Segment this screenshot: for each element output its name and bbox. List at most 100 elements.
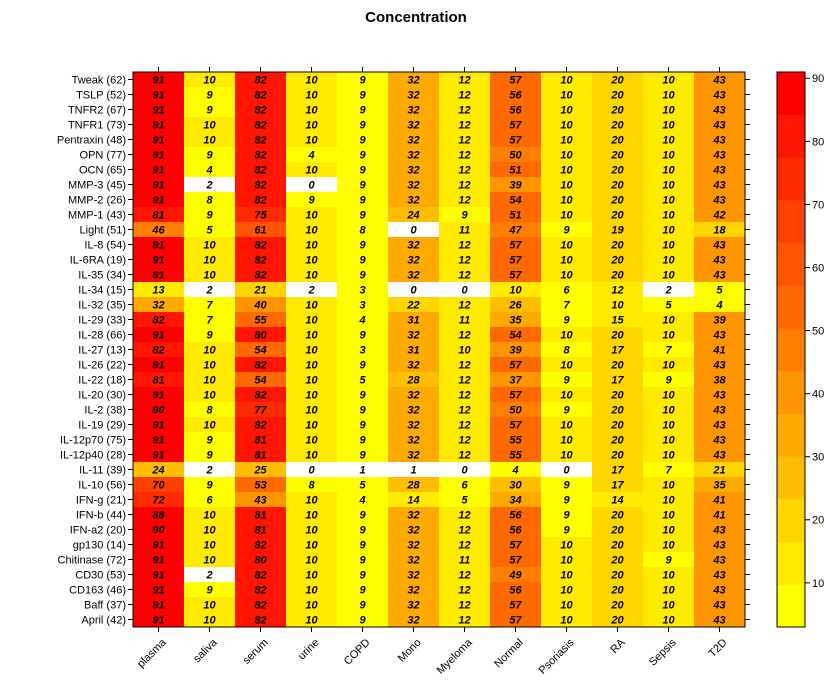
heatmap-cell xyxy=(388,207,440,223)
cell-label: 12 xyxy=(458,134,470,146)
heatmap-cell xyxy=(643,252,695,268)
cell-label: 10 xyxy=(305,569,318,581)
heatmap-cell xyxy=(541,447,593,463)
heatmap-cell xyxy=(286,312,338,328)
cell-label: 0 xyxy=(563,464,570,476)
cell-label: 20 xyxy=(610,614,624,626)
heatmap-cell xyxy=(592,567,644,583)
heatmap-cell xyxy=(643,402,695,418)
cell-label: 10 xyxy=(305,74,318,86)
row-label: IL-10 (56) xyxy=(78,479,126,491)
heatmap-cell xyxy=(439,357,491,373)
cell-label: 15 xyxy=(611,314,624,326)
cell-label: 81 xyxy=(152,209,164,221)
cell-label: 57 xyxy=(509,119,522,131)
heatmap-cell xyxy=(694,522,746,538)
cell-label: 10 xyxy=(305,554,318,566)
cell-label: 91 xyxy=(152,449,164,461)
heatmap-cell xyxy=(439,297,491,313)
cell-label: 82 xyxy=(254,419,266,431)
cell-label: 32 xyxy=(407,554,419,566)
heatmap-cell xyxy=(694,117,746,133)
cell-label: 32 xyxy=(407,419,419,431)
heatmap-cell xyxy=(235,267,287,283)
heatmap-cell xyxy=(643,417,695,433)
row-label: Pentraxin (48) xyxy=(57,134,126,146)
cell-label: 24 xyxy=(151,464,164,476)
heatmap-cell xyxy=(490,537,542,553)
heatmap-cell xyxy=(184,477,236,493)
cell-label: 20 xyxy=(610,449,624,461)
cell-label: 32 xyxy=(407,269,419,281)
cell-label: 10 xyxy=(662,149,675,161)
heatmap-cell xyxy=(643,372,695,388)
heatmap-cell xyxy=(286,192,338,208)
cell-label: 50 xyxy=(509,149,522,161)
cell-label: 3 xyxy=(359,299,365,311)
cell-label: 10 xyxy=(662,179,675,191)
heatmap-cell xyxy=(694,612,746,628)
heatmap-cell xyxy=(286,567,338,583)
cell-label: 32 xyxy=(407,74,419,86)
heatmap-cell xyxy=(592,267,644,283)
cell-label: 20 xyxy=(610,569,624,581)
cell-label: 9 xyxy=(308,194,315,206)
column-label: urine xyxy=(296,637,322,663)
cell-label: 4 xyxy=(715,299,722,311)
heatmap-cell xyxy=(541,72,593,88)
heatmap-cell xyxy=(592,357,644,373)
cell-label: 28 xyxy=(406,479,420,491)
cell-label: 50 xyxy=(509,404,522,416)
cell-label: 10 xyxy=(662,254,675,266)
heatmap-cell xyxy=(592,522,644,538)
cell-label: 20 xyxy=(610,134,624,146)
cell-label: 57 xyxy=(509,539,522,551)
heatmap-cell xyxy=(541,432,593,448)
heatmap-cell xyxy=(133,387,185,403)
heatmap-cell xyxy=(286,507,338,523)
heatmap-cell xyxy=(235,87,287,103)
row-label: IFN-a2 (20) xyxy=(70,524,126,536)
cell-label: 49 xyxy=(508,569,522,581)
row-label: CD163 (46) xyxy=(69,584,126,596)
heatmap-cell xyxy=(643,117,695,133)
cell-label: 91 xyxy=(152,539,164,551)
heatmap-cell xyxy=(694,492,746,508)
heatmap-cell xyxy=(337,192,389,208)
heatmap-cell xyxy=(388,492,440,508)
heatmap-cell xyxy=(643,267,695,283)
cell-label: 6 xyxy=(206,494,213,506)
cell-label: 10 xyxy=(662,314,675,326)
cell-label: 9 xyxy=(359,269,366,281)
cell-label: 9 xyxy=(359,524,366,536)
heatmap-cell xyxy=(439,282,491,298)
heatmap-cell xyxy=(133,147,185,163)
heatmap-cell xyxy=(439,567,491,583)
heatmap-cell xyxy=(388,192,440,208)
cell-label: 82 xyxy=(254,359,266,371)
heatmap-cell xyxy=(235,477,287,493)
colorbar-band xyxy=(777,285,805,329)
heatmap-cell xyxy=(643,72,695,88)
heatmap-cell xyxy=(286,237,338,253)
cell-label: 54 xyxy=(254,344,266,356)
heatmap-cell xyxy=(388,267,440,283)
heatmap-cell xyxy=(133,327,185,343)
cell-label: 91 xyxy=(152,584,164,596)
cell-label: 10 xyxy=(662,119,675,131)
column-label: Myeloma xyxy=(435,636,476,677)
cell-label: 9 xyxy=(359,509,366,521)
heatmap-cell xyxy=(133,297,185,313)
cell-label: 90 xyxy=(152,524,165,536)
cell-label: 31 xyxy=(407,314,419,326)
heatmap-cell xyxy=(235,237,287,253)
row-label: IL-12p40 (28) xyxy=(60,449,126,461)
heatmap-cell xyxy=(184,162,236,178)
heatmap-cell xyxy=(286,432,338,448)
cell-label: 43 xyxy=(712,554,725,566)
colorbar-tick-label: 70 xyxy=(812,199,824,211)
heatmap-cell xyxy=(133,522,185,538)
heatmap-cell xyxy=(439,387,491,403)
cell-label: 10 xyxy=(305,494,318,506)
heatmap-cell xyxy=(643,237,695,253)
